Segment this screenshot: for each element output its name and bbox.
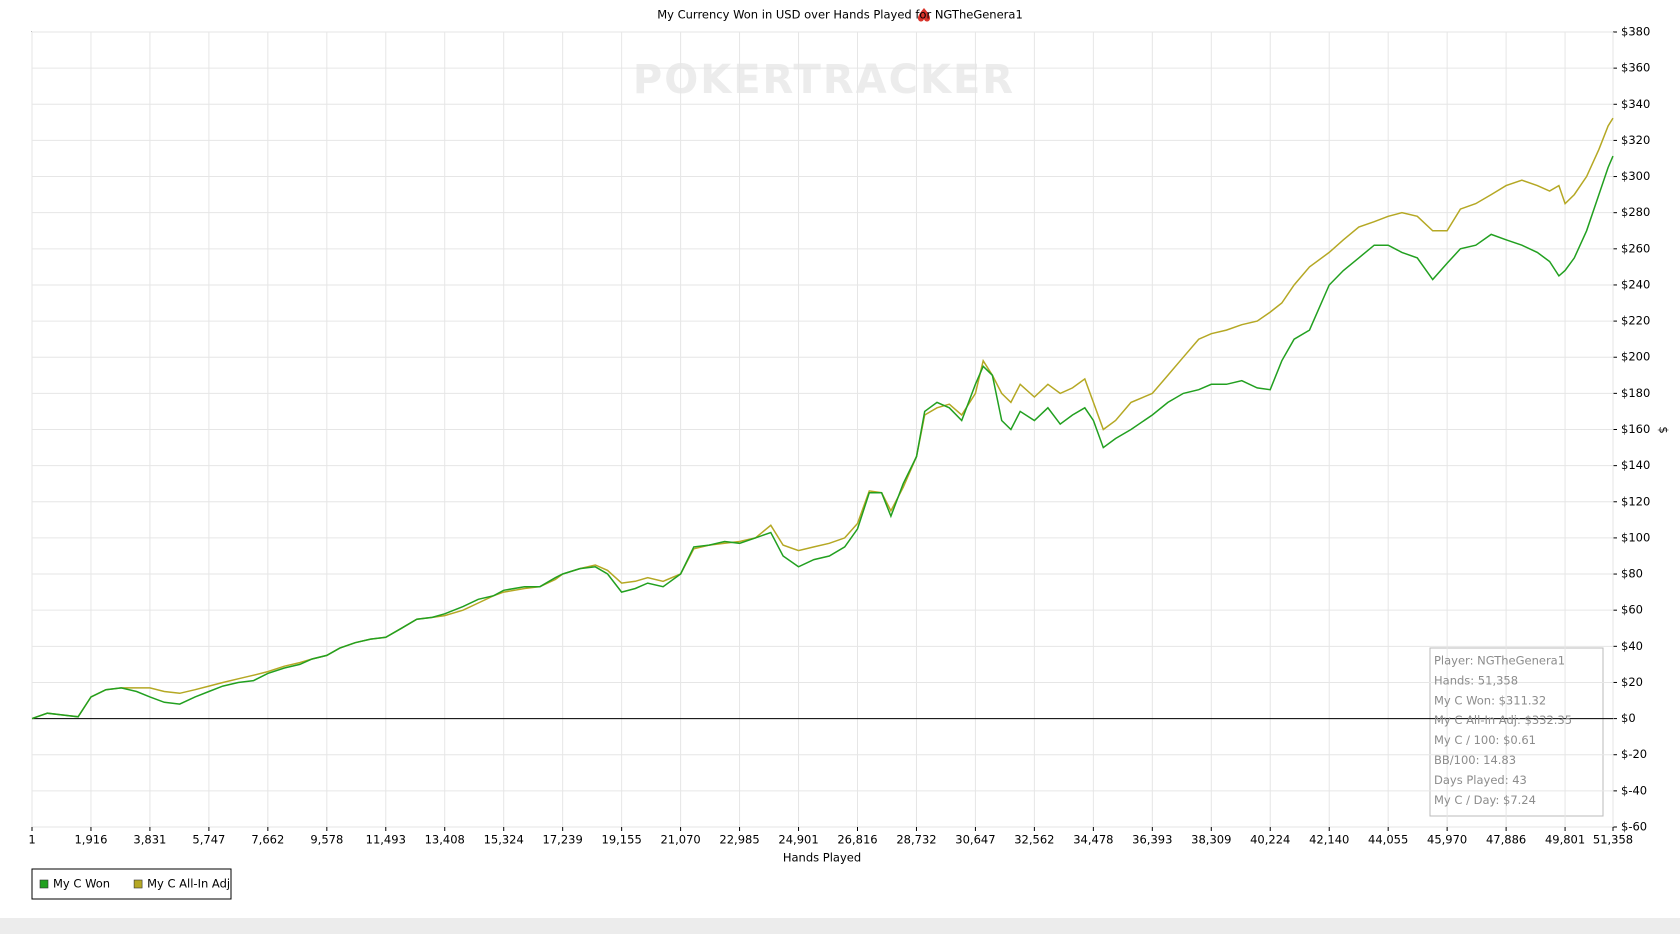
x-tick-label: 13,408 xyxy=(425,833,465,847)
spade-icon xyxy=(917,8,931,22)
chart-title: My Currency Won in USD over Hands Played… xyxy=(657,8,1023,22)
y-tick-label: $160 xyxy=(1621,422,1650,436)
watermark: POKERTRACKER xyxy=(633,57,1015,103)
y-axis-label: $ xyxy=(1657,426,1671,433)
y-tick-label: $340 xyxy=(1621,97,1650,111)
x-tick-label: 28,732 xyxy=(896,833,936,847)
series-line xyxy=(31,155,1614,720)
y-tick-label: $260 xyxy=(1621,241,1650,255)
x-tick-label: 9,578 xyxy=(310,833,343,847)
y-tick-label: $140 xyxy=(1621,458,1650,472)
x-tick-label: 11,493 xyxy=(366,833,406,847)
x-tick-label: 17,239 xyxy=(543,833,583,847)
y-tick-label: $-40 xyxy=(1621,783,1647,797)
y-tick-label: $60 xyxy=(1621,603,1643,617)
series-line xyxy=(31,117,1614,720)
y-tick-label: $-20 xyxy=(1621,747,1647,761)
y-tick-label: $100 xyxy=(1621,530,1650,544)
y-tick-label: $360 xyxy=(1621,61,1650,75)
x-tick-label: 5,747 xyxy=(192,833,225,847)
y-tick-label: $80 xyxy=(1621,567,1643,581)
x-tick-label: 38,309 xyxy=(1191,833,1231,847)
y-tick-label: $200 xyxy=(1621,350,1650,364)
info-box xyxy=(1429,647,1604,817)
y-tick-label: $220 xyxy=(1621,314,1650,328)
y-tick-label: $280 xyxy=(1621,205,1650,219)
x-tick-label: 40,224 xyxy=(1250,833,1290,847)
y-tick-label: $120 xyxy=(1621,494,1650,508)
y-tick-label: $0 xyxy=(1621,711,1636,725)
y-tick-label: $180 xyxy=(1621,386,1650,400)
legend-label: My C Won xyxy=(53,877,110,891)
x-tick-label: 24,901 xyxy=(778,833,818,847)
x-tick-label: 36,393 xyxy=(1132,833,1172,847)
y-tick-label: $300 xyxy=(1621,169,1650,183)
y-tick-label: $240 xyxy=(1621,277,1650,291)
x-tick-label: 7,662 xyxy=(251,833,284,847)
x-tick-label: 15,324 xyxy=(484,833,524,847)
x-tick-label: 19,155 xyxy=(602,833,642,847)
info-line: Hands: 51,358 xyxy=(1434,673,1518,687)
y-tick-label: $320 xyxy=(1621,133,1650,147)
x-tick-label: 42,140 xyxy=(1309,833,1349,847)
info-line: My C / 100: $0.61 xyxy=(1434,733,1536,747)
y-tick-label: $20 xyxy=(1621,675,1643,689)
info-line: My C All-In Adj: $332.35 xyxy=(1434,713,1572,727)
info-line: Player: NGTheGenera1 xyxy=(1434,654,1565,668)
y-tick-label: $-60 xyxy=(1621,820,1647,834)
legend xyxy=(31,868,232,900)
x-tick-label: 30,647 xyxy=(955,833,995,847)
legend-label: My C All-In Adj xyxy=(147,877,230,891)
x-tick-label: 1,916 xyxy=(74,833,107,847)
y-tick-label: $40 xyxy=(1621,639,1643,653)
x-tick-label: 49,801 xyxy=(1545,833,1585,847)
x-tick-label: 51,358 xyxy=(1593,833,1633,847)
x-tick-label: 34,478 xyxy=(1073,833,1113,847)
x-axis-label: Hands Played xyxy=(783,851,861,865)
x-tick-label: 47,886 xyxy=(1486,833,1526,847)
info-line: Days Played: 43 xyxy=(1434,773,1527,787)
x-tick-label: 21,070 xyxy=(660,833,700,847)
legend-swatch xyxy=(39,879,49,889)
info-line: My C / Day: $7.24 xyxy=(1434,793,1536,807)
x-tick-label: 3,831 xyxy=(133,833,166,847)
y-tick-label: $380 xyxy=(1621,25,1650,39)
x-tick-label: 26,816 xyxy=(837,833,877,847)
legend-swatch xyxy=(133,879,143,889)
x-tick-label: 44,055 xyxy=(1368,833,1408,847)
x-tick-label: 22,985 xyxy=(719,833,759,847)
x-tick-label: 1 xyxy=(28,833,35,847)
info-line: BB/100: 14.83 xyxy=(1434,753,1516,767)
info-line: My C Won: $311.32 xyxy=(1434,693,1546,707)
status-bar xyxy=(0,918,1680,934)
x-tick-label: 45,970 xyxy=(1427,833,1467,847)
x-tick-label: 32,562 xyxy=(1014,833,1054,847)
